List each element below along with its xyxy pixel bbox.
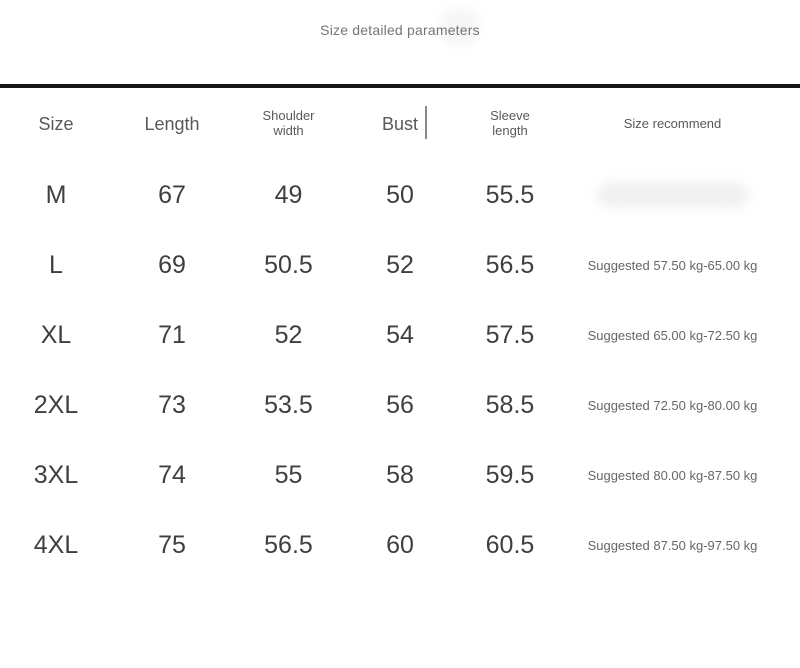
bust-cell: 54 [386,320,414,349]
length-cell: 71 [158,320,186,349]
shoulder-cell: 49 [274,180,303,209]
sleeve-cell: 60.5 [485,530,535,559]
table-row: 4XL 75 56.5 60 60.5 Suggested 87.50 kg-9… [0,510,800,580]
bust-cell: 56 [386,390,414,419]
shoulder-cell: 53.5 [264,390,313,419]
length-cell: 75 [158,530,186,559]
size-cell: 3XL [33,460,79,489]
size-table: Size Length Shoulder width Bust Sleeve l… [0,88,800,580]
table-row: L 69 50.5 52 56.5 Suggested 57.50 kg-65.… [0,230,800,300]
shoulder-cell: 52 [274,320,303,349]
recommend-cell [597,183,748,207]
watermark-smudge [440,8,480,46]
table-header-row: Size Length Shoulder width Bust Sleeve l… [0,88,800,160]
size-cell: XL [40,320,72,349]
recommend-cell: Suggested 65.00 kg-72.50 kg [587,327,758,343]
sleeve-cell: 58.5 [485,390,535,419]
size-cell: 4XL [33,530,79,559]
column-header-sleeve: Sleeve length [490,108,530,138]
shoulder-cell: 50.5 [264,250,313,279]
sleeve-cell: 55.5 [485,180,535,209]
blurred-text-smudge [597,183,748,207]
column-header-length: Length [144,113,200,134]
length-cell: 69 [158,250,186,279]
column-header-shoulder: Shoulder width [262,108,315,138]
shoulder-cell: 55 [274,460,303,489]
column-header-recommend: Size recommend [623,115,722,131]
table-row: XL 71 52 54 57.5 Suggested 65.00 kg-72.5… [0,300,800,370]
sleeve-cell: 57.5 [485,320,535,349]
text-cursor-artifact [425,106,427,139]
recommend-cell: Suggested 87.50 kg-97.50 kg [587,537,758,553]
sleeve-cell: 59.5 [485,460,535,489]
size-cell: 2XL [33,390,79,419]
bust-cell: 52 [386,250,414,279]
shoulder-cell: 56.5 [264,530,313,559]
sleeve-cell: 56.5 [485,250,535,279]
size-cell: L [49,250,63,279]
recommend-cell: Suggested 57.50 kg-65.00 kg [587,257,758,273]
length-cell: 73 [158,390,186,419]
recommend-cell: Suggested 80.00 kg-87.50 kg [587,467,758,483]
size-cell: M [45,180,67,209]
table-row: M 67 49 50 55.5 [0,160,800,230]
length-cell: 74 [158,460,186,489]
table-row: 2XL 73 53.5 56 58.5 Suggested 72.50 kg-8… [0,370,800,440]
bust-cell: 58 [386,460,414,489]
page-title: Size detailed parameters [320,22,480,38]
column-header-bust: Bust [381,113,419,134]
header-divider-line [0,84,800,88]
table-row: 3XL 74 55 58 59.5 Suggested 80.00 kg-87.… [0,440,800,510]
bust-cell: 60 [386,530,414,559]
column-header-size: Size [38,113,74,134]
length-cell: 67 [158,180,186,209]
recommend-cell: Suggested 72.50 kg-80.00 kg [587,397,758,413]
bust-cell: 50 [386,180,414,209]
